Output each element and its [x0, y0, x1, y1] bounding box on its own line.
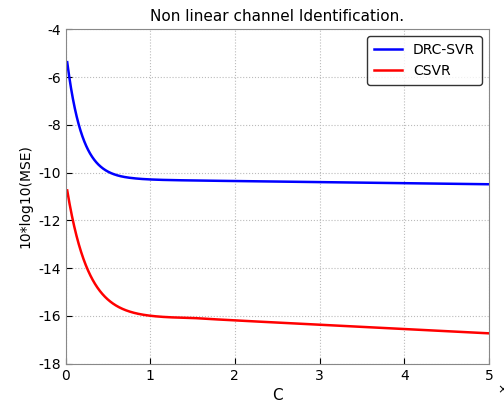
Legend: DRC-SVR, CSVR: DRC-SVR, CSVR — [367, 36, 482, 85]
Title: Non linear channel Identification.: Non linear channel Identification. — [150, 9, 404, 24]
Text: $\times 10^4$: $\times 10^4$ — [497, 381, 504, 397]
DRC-SVR — [474, 181, 480, 186]
DRC-SVR — [486, 182, 492, 187]
X-axis label: C: C — [272, 388, 283, 403]
Y-axis label: 10*log10(MSE): 10*log10(MSE) — [19, 145, 32, 248]
CSVR — [269, 320, 275, 325]
DRC-SVR — [396, 181, 402, 186]
Line: DRC-SVR: DRC-SVR — [67, 62, 489, 184]
DRC-SVR — [258, 179, 264, 184]
CSVR — [86, 270, 92, 275]
DRC-SVR — [86, 148, 92, 153]
CSVR — [258, 319, 264, 324]
CSVR — [64, 188, 70, 193]
DRC-SVR — [269, 179, 275, 184]
DRC-SVR — [473, 181, 479, 186]
Line: CSVR: CSVR — [67, 190, 489, 333]
DRC-SVR — [64, 60, 70, 65]
CSVR — [486, 331, 492, 336]
CSVR — [474, 330, 480, 335]
CSVR — [473, 330, 479, 335]
CSVR — [396, 326, 402, 331]
